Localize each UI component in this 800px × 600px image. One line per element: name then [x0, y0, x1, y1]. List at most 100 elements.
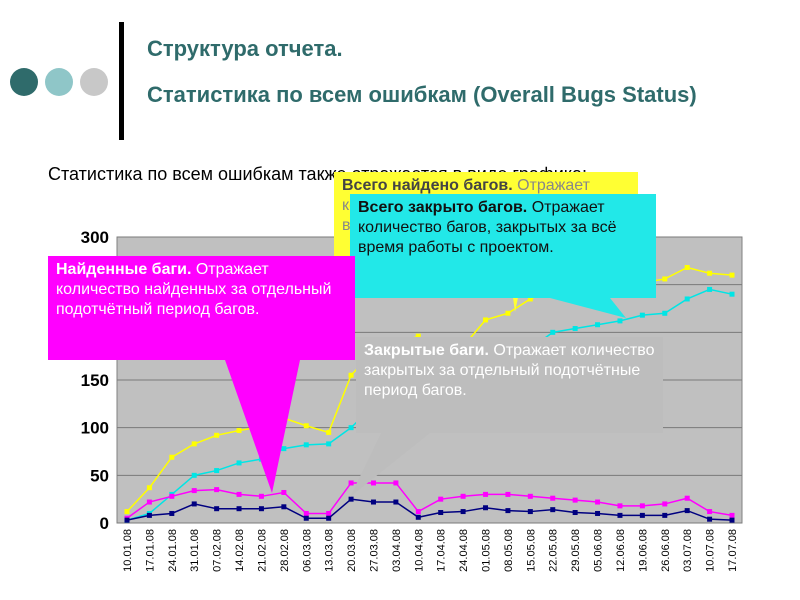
- data-point: [281, 489, 287, 495]
- slide-subtitle: Статистика по всем ошибкам (Overall Bugs…: [147, 82, 697, 107]
- series-line-3: [126, 498, 733, 521]
- x-tick-label: 24.01.08: [167, 529, 179, 572]
- data-point: [348, 372, 354, 378]
- data-point: [729, 291, 735, 297]
- x-tick-label: 21.02.08: [256, 529, 268, 572]
- data-point: [236, 491, 242, 497]
- x-tick-label: 28.02.08: [279, 529, 291, 572]
- data-point: [236, 460, 242, 466]
- data-point: [550, 507, 556, 513]
- dot-gray: [80, 68, 108, 96]
- slide-title: Структура отчета.: [147, 36, 343, 61]
- x-tick-label: 03.04.08: [391, 529, 403, 572]
- data-point: [169, 493, 175, 499]
- data-point: [191, 501, 197, 507]
- data-point: [303, 515, 309, 521]
- y-tick-label: 100: [81, 419, 109, 438]
- data-point: [326, 510, 332, 516]
- data-point: [236, 506, 242, 512]
- data-point: [303, 423, 309, 429]
- data-point: [595, 322, 601, 328]
- callout-found-text: Отражает количество найденных за отдельн…: [56, 261, 332, 318]
- data-point: [326, 515, 332, 521]
- data-point: [303, 442, 309, 448]
- x-tick-label: 22.05.08: [548, 529, 560, 572]
- x-tick-label: 15.05.08: [525, 529, 537, 572]
- y-tick-label: 150: [81, 371, 109, 390]
- data-point: [348, 425, 354, 431]
- data-point: [348, 496, 354, 502]
- x-tick-label: 03.07.08: [682, 529, 694, 572]
- pointer-found: [225, 360, 300, 493]
- x-tick-label: 01.05.08: [481, 529, 493, 572]
- data-point: [258, 506, 264, 512]
- pointer-closed: [350, 425, 440, 497]
- x-tick-label: 14.02.08: [234, 529, 246, 572]
- callout-total-closed-title: Всего закрыто багов.: [358, 199, 528, 216]
- data-point: [707, 286, 713, 292]
- y-tick-label: 50: [90, 466, 109, 485]
- x-tick-label: 07.02.08: [212, 529, 224, 572]
- data-point: [348, 480, 354, 486]
- x-tick-label: 12.06.08: [615, 529, 627, 572]
- data-point: [258, 493, 264, 499]
- data-point: [169, 454, 175, 460]
- callout-total-found-title: Всего найдено багов.: [342, 177, 513, 194]
- x-tick-label: 17.07.08: [727, 529, 739, 572]
- data-point: [415, 509, 421, 515]
- data-point: [281, 504, 287, 510]
- data-point: [214, 468, 220, 474]
- data-point: [505, 310, 511, 316]
- data-point: [483, 317, 489, 323]
- x-tick-label: 24.04.08: [458, 529, 470, 572]
- callout-found: Найденные баги. Отражает количество найд…: [48, 256, 355, 360]
- pointer-total-closed: [550, 298, 626, 318]
- data-point: [617, 318, 623, 324]
- title-divider: [119, 22, 124, 140]
- data-point: [281, 446, 287, 452]
- x-tick-label: 27.03.08: [368, 529, 380, 572]
- decorative-dots: [10, 68, 110, 100]
- data-point: [303, 510, 309, 516]
- data-point: [550, 329, 556, 335]
- data-point: [572, 510, 578, 516]
- callout-closed: Закрытые баги. Отражает количество закры…: [356, 337, 663, 433]
- x-tick-label: 10.01.08: [122, 529, 134, 572]
- x-tick-label: 17.04.08: [436, 529, 448, 572]
- data-point: [617, 503, 623, 509]
- data-point: [595, 499, 601, 505]
- y-tick-label: 0: [100, 514, 109, 533]
- data-point: [639, 503, 645, 509]
- callout-found-title: Найденные баги.: [56, 261, 192, 278]
- x-tick-label: 05.06.08: [593, 529, 605, 572]
- data-point: [505, 491, 511, 497]
- data-point: [639, 312, 645, 318]
- x-tick-label: 06.03.08: [301, 529, 313, 572]
- data-point: [124, 517, 130, 523]
- data-point: [146, 485, 152, 491]
- data-point: [146, 499, 152, 505]
- x-tick-label: 19.06.08: [637, 529, 649, 572]
- data-point: [572, 326, 578, 332]
- data-point: [617, 512, 623, 518]
- data-point: [214, 432, 220, 438]
- data-point: [415, 333, 421, 339]
- x-tick-label: 10.04.08: [413, 529, 425, 572]
- data-point: [460, 509, 466, 515]
- data-point: [595, 510, 601, 516]
- data-point: [236, 428, 242, 434]
- data-point: [191, 488, 197, 494]
- data-point: [527, 296, 533, 302]
- data-point: [662, 276, 668, 282]
- data-point: [438, 496, 444, 502]
- data-point: [214, 487, 220, 493]
- data-point: [169, 510, 175, 516]
- y-tick-label: 300: [81, 228, 109, 247]
- data-point: [370, 480, 376, 486]
- x-tick-label: 08.05.08: [503, 529, 515, 572]
- data-point: [662, 501, 668, 507]
- data-point: [729, 512, 735, 518]
- data-point: [707, 270, 713, 276]
- callout-total-closed-text: Отражает количество багов, закрытых за в…: [358, 199, 617, 256]
- data-point: [393, 480, 399, 486]
